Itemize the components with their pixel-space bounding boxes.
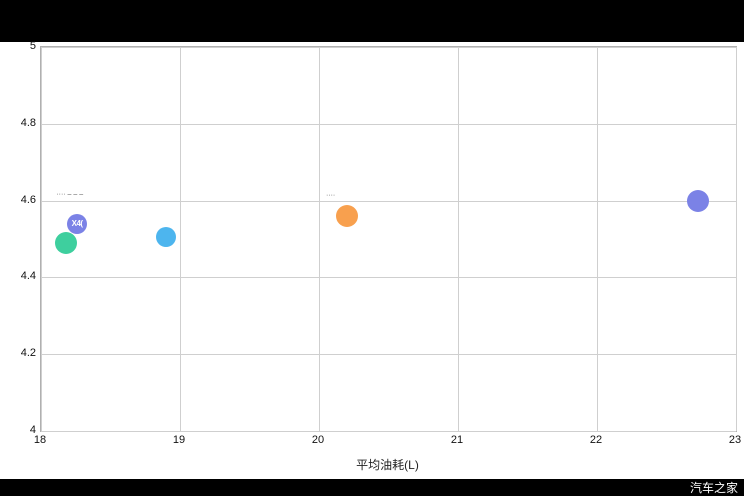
h-gridline <box>41 354 736 356</box>
data-bubble[interactable] <box>156 227 177 248</box>
v-gridline <box>458 47 459 431</box>
v-gridline <box>41 47 42 431</box>
x-axis-tick-label: 19 <box>172 434 186 446</box>
data-bubble[interactable] <box>687 189 710 212</box>
h-gridline <box>41 431 736 432</box>
h-gridline <box>41 123 736 125</box>
tiny-annotation-label: ···· – – – <box>56 191 84 199</box>
x-axis-tick-label: 23 <box>728 434 742 446</box>
data-bubble[interactable] <box>55 231 78 254</box>
x-axis-tick-label: 21 <box>450 434 464 446</box>
data-bubble[interactable]: X4( <box>67 213 88 234</box>
x-axis-tick-label: 22 <box>589 434 603 446</box>
x-axis-tick-label: 20 <box>311 434 325 446</box>
y-axis-tick-label: 5 <box>29 40 36 52</box>
y-axis-tick-label: 4.4 <box>20 270 36 283</box>
bottom-letterbox-bar: 汽车之家 <box>0 479 744 496</box>
tiny-annotation-label: ···· <box>325 191 336 199</box>
y-axis-tick-label: 4 <box>29 424 36 436</box>
v-gridline <box>319 47 320 431</box>
x-axis-tick-label: 18 <box>33 434 47 446</box>
h-gridline <box>41 200 736 202</box>
v-gridline <box>597 47 598 431</box>
data-bubble[interactable] <box>335 204 358 227</box>
plot-area: X4( ···· – – – ···· <box>40 46 737 432</box>
y-axis-tick-label: 4.2 <box>20 347 36 360</box>
v-gridline <box>736 47 737 431</box>
h-gridline <box>41 277 736 279</box>
v-gridline <box>180 47 181 431</box>
top-letterbox-bar <box>0 0 744 42</box>
y-axis-tick-label: 4.8 <box>20 116 36 129</box>
y-axis-tick-label: 4.6 <box>20 193 36 206</box>
x-axis-title: 平均油耗(L) <box>356 458 419 472</box>
h-gridline <box>41 47 736 48</box>
brand-watermark: 汽车之家 <box>689 480 738 495</box>
